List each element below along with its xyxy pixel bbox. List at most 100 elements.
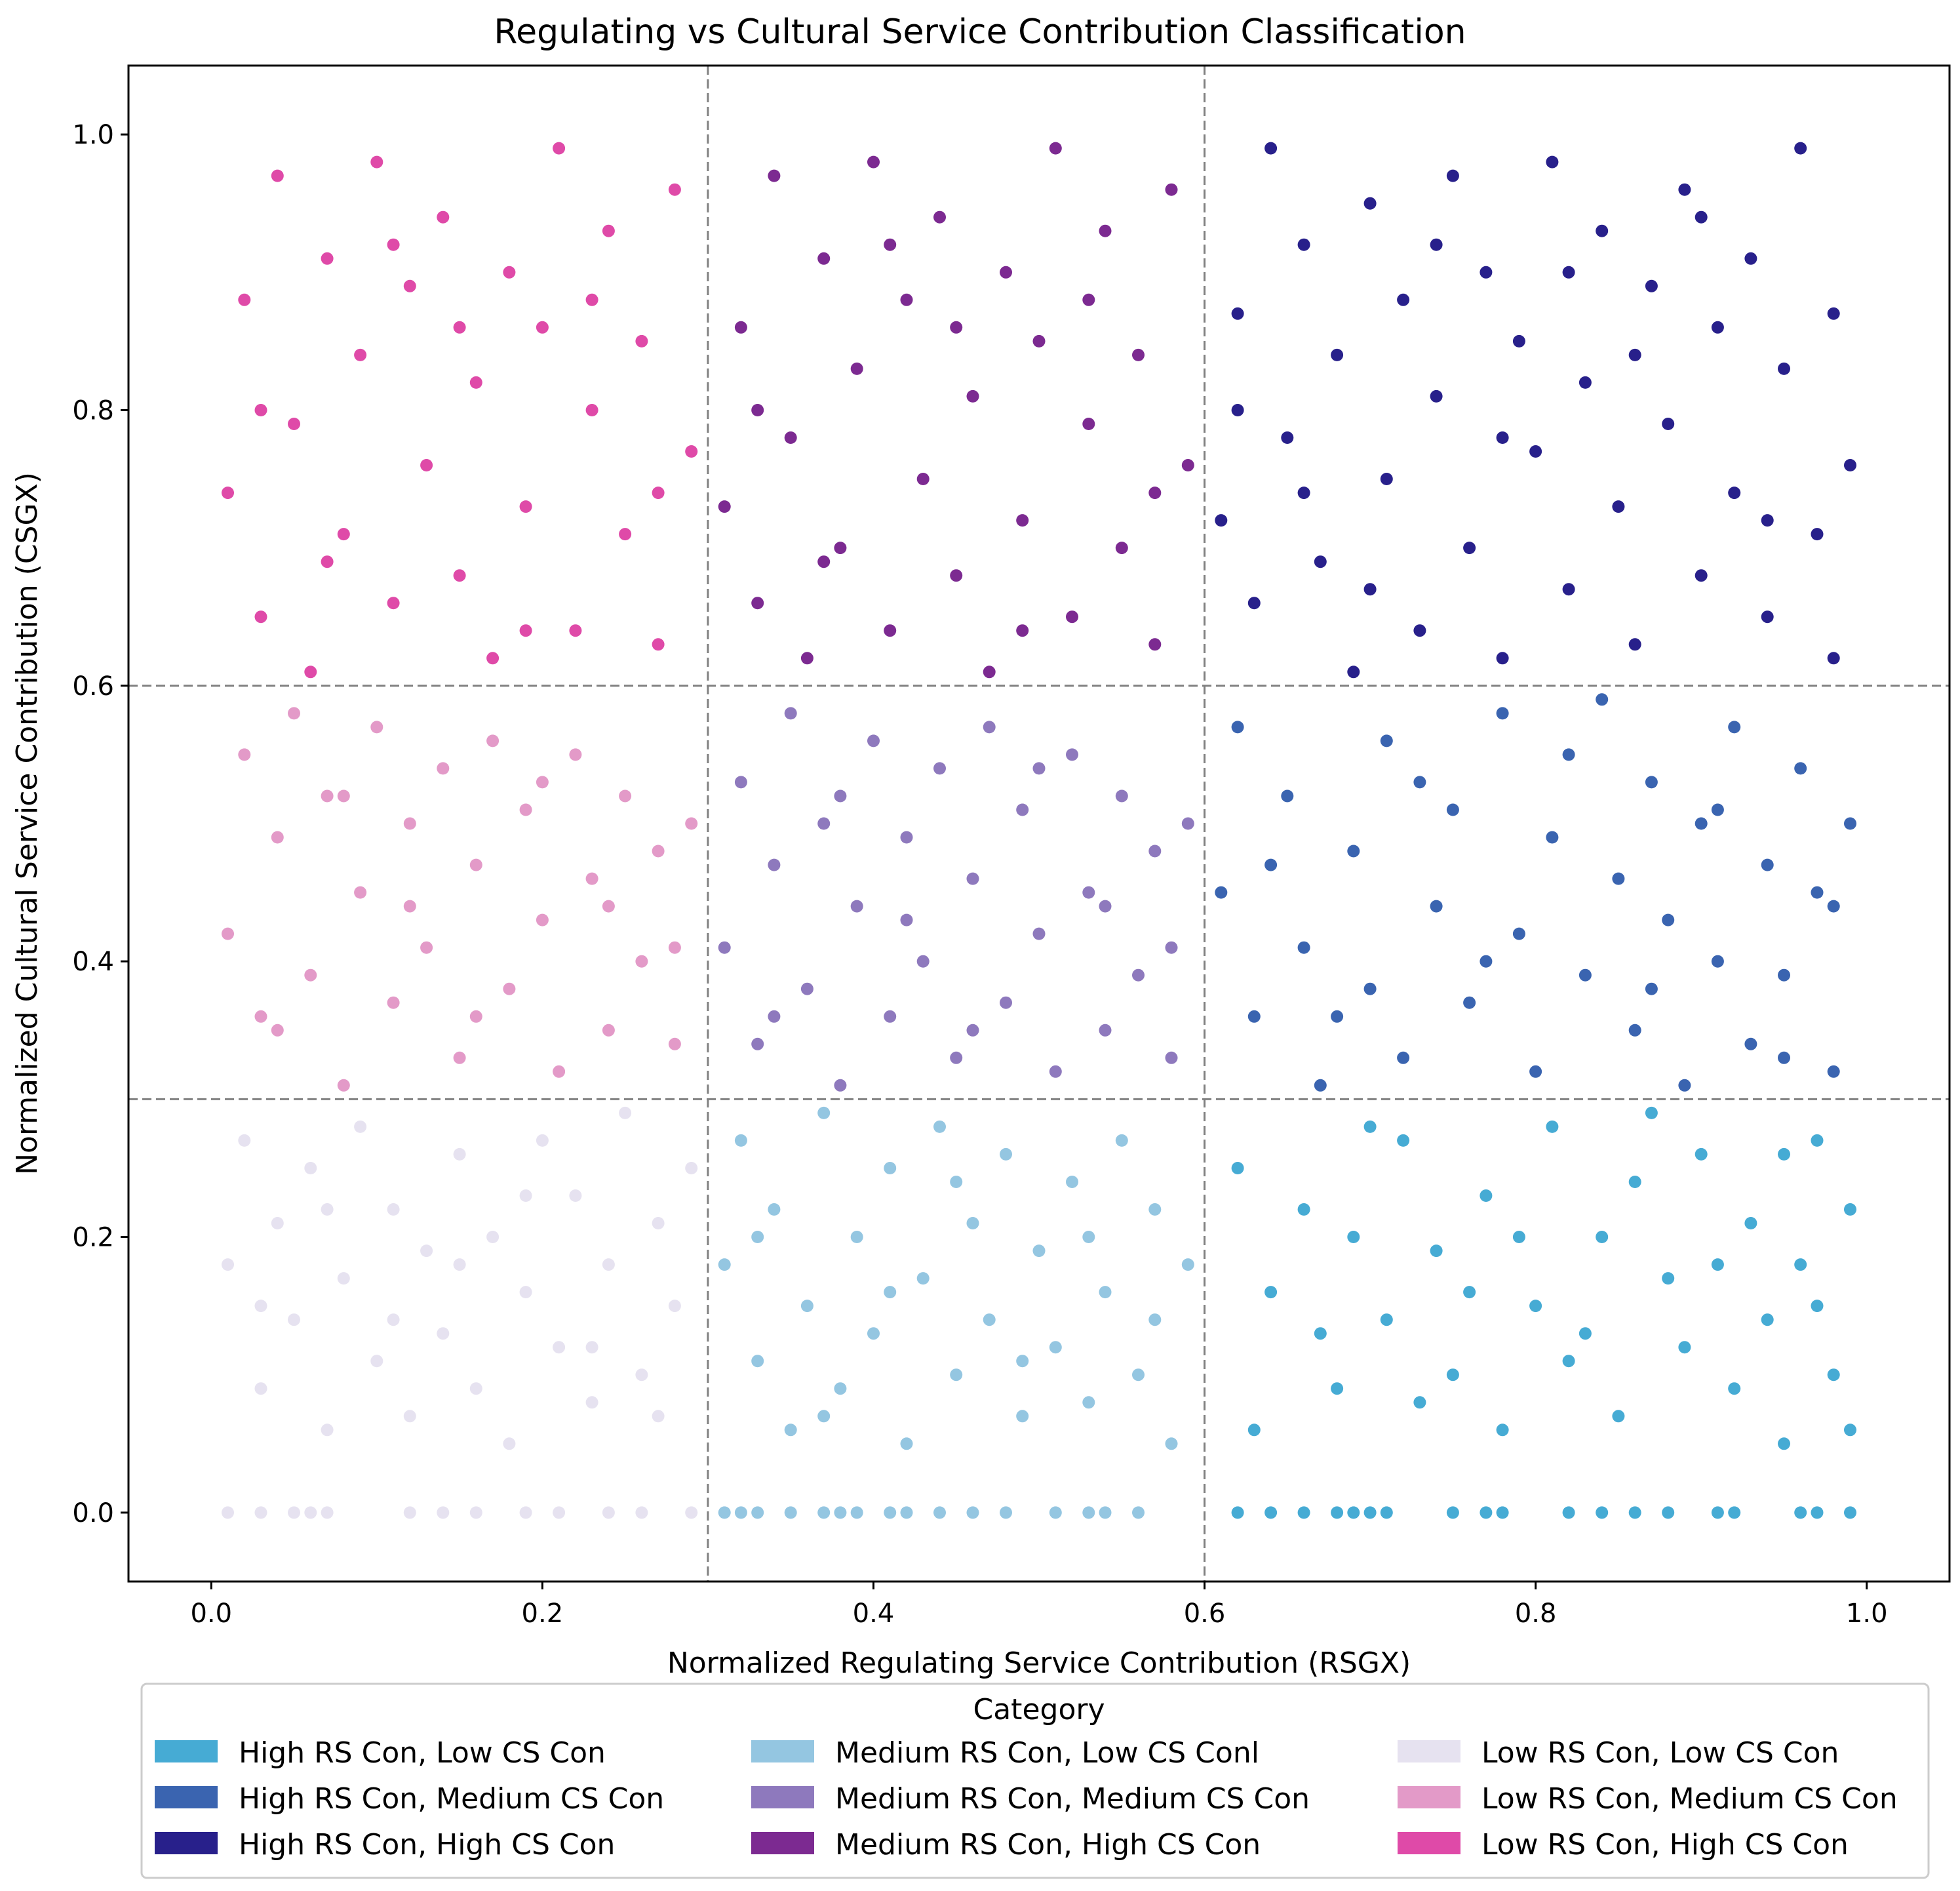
legend-swatch-0	[155, 1740, 218, 1762]
point-s6-28	[685, 1162, 698, 1174]
point-s6-37	[254, 1506, 267, 1519]
x-tick-label-5: 1.0	[1846, 1599, 1888, 1629]
y-tick-label-0: 0.0	[72, 1498, 114, 1528]
point-s5-0	[718, 500, 731, 513]
point-s1-36	[1413, 776, 1426, 789]
point-s8-20	[553, 142, 566, 155]
point-s5-32	[950, 321, 963, 334]
point-s7-33	[536, 776, 549, 789]
point-s0-3	[1331, 1382, 1344, 1395]
point-s0-8	[1446, 1368, 1459, 1382]
point-s8-32	[453, 321, 466, 334]
point-s0-34	[1578, 1327, 1592, 1340]
point-s5-27	[1165, 183, 1178, 196]
point-s1-22	[1662, 913, 1675, 926]
point-s0-57	[1811, 1506, 1824, 1519]
x-axis-ticks: 0.0 0.2 0.4 0.6 0.8 1.0	[190, 1582, 1888, 1629]
point-s1-0	[1215, 886, 1228, 899]
point-s5-2	[751, 597, 764, 610]
point-s2-43	[1496, 431, 1509, 444]
point-s2-32	[1744, 252, 1757, 265]
point-s3-33	[1016, 1355, 1029, 1368]
point-s7-15	[469, 858, 482, 871]
point-s0-21	[1744, 1217, 1757, 1229]
point-s2-29	[1695, 569, 1708, 582]
point-s4-2	[751, 1037, 764, 1050]
point-s7-24	[619, 789, 632, 803]
legend-swatch-5	[751, 1832, 814, 1854]
point-s4-28	[1181, 817, 1194, 830]
point-s3-28	[1181, 1258, 1194, 1271]
point-s7-0	[222, 927, 234, 940]
point-s1-39	[1645, 982, 1658, 995]
y-axis-label: Normalized Cultural Service Contribution…	[10, 472, 44, 1175]
point-s7-25	[635, 955, 648, 968]
point-s6-31	[387, 1313, 400, 1326]
point-s2-1	[1231, 307, 1244, 320]
point-s6-17	[503, 1437, 516, 1450]
point-s4-8	[850, 900, 863, 913]
point-s0-29	[1314, 1327, 1327, 1340]
point-s1-42	[1827, 900, 1840, 913]
point-s0-26	[1827, 1368, 1840, 1382]
point-s8-18	[519, 500, 532, 513]
point-s2-13	[1430, 389, 1443, 403]
point-s2-28	[1678, 183, 1691, 196]
point-s0-24	[1794, 1258, 1807, 1271]
point-s3-26	[1148, 1203, 1162, 1216]
point-s1-24	[1695, 817, 1708, 830]
point-s4-34	[1099, 900, 1112, 913]
point-s0-16	[1628, 1176, 1641, 1188]
point-s8-12	[420, 459, 433, 471]
point-s2-31	[1728, 487, 1741, 500]
point-s5-8	[850, 362, 863, 375]
point-s3-13	[933, 1120, 946, 1133]
point-s1-21	[1645, 776, 1658, 789]
point-s6-18	[519, 1286, 532, 1299]
point-s3-2	[751, 1355, 764, 1368]
point-s7-10	[387, 996, 400, 1009]
point-s8-19	[536, 321, 549, 334]
point-s0-10	[1496, 1423, 1509, 1437]
point-s2-11	[1397, 293, 1410, 306]
legend-entries: High RS Con, Low CS Con High RS Con, Medi…	[155, 1736, 1898, 1861]
legend-swatch-4	[751, 1786, 814, 1808]
point-s8-8	[354, 348, 367, 361]
point-s2-5	[1297, 238, 1310, 251]
point-s8-29	[254, 404, 267, 416]
point-s1-26	[1728, 721, 1741, 734]
point-s3-19	[1032, 1244, 1046, 1258]
point-s6-48	[685, 1506, 698, 1519]
point-s0-19	[1695, 1147, 1708, 1161]
point-s4-14	[950, 1051, 963, 1064]
point-s2-16	[1480, 266, 1493, 279]
point-s1-13	[1496, 707, 1509, 720]
point-s0-7	[1430, 1244, 1443, 1258]
point-s4-18	[1016, 803, 1029, 816]
point-s5-24	[1115, 542, 1128, 555]
point-s7-11	[403, 817, 416, 830]
point-s7-18	[519, 803, 532, 816]
point-s8-7	[337, 528, 350, 541]
point-s8-17	[503, 266, 516, 279]
point-s5-3	[768, 169, 781, 182]
point-s2-12	[1413, 624, 1426, 637]
point-s2-46	[1695, 210, 1708, 224]
series-6	[222, 1106, 698, 1519]
point-s8-25	[635, 334, 648, 348]
point-s3-25	[1132, 1368, 1145, 1382]
point-s0-35	[1645, 1106, 1658, 1119]
point-s3-37	[734, 1506, 747, 1519]
point-s0-45	[1363, 1506, 1377, 1519]
point-s2-45	[1628, 348, 1641, 361]
point-s3-43	[884, 1506, 897, 1519]
point-s0-54	[1711, 1506, 1724, 1519]
point-s4-17	[1000, 996, 1012, 1009]
point-s4-31	[900, 913, 913, 926]
point-s7-34	[602, 900, 615, 913]
series-3	[718, 1106, 1194, 1519]
point-s5-1	[734, 321, 747, 334]
point-s4-23	[1099, 1024, 1112, 1037]
point-s3-23	[1099, 1286, 1112, 1299]
